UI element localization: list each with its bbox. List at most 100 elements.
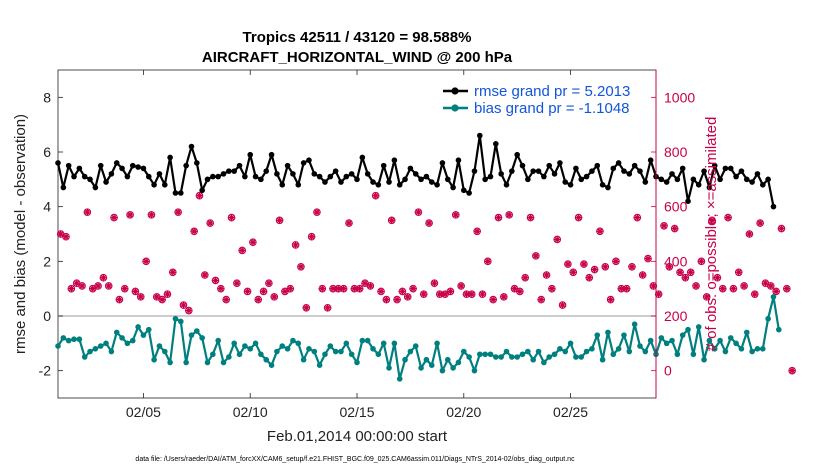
rmse-point [178, 190, 184, 196]
bias-point [332, 348, 339, 355]
bias-point [258, 351, 264, 358]
x-tick-label: 02/25 [553, 404, 588, 420]
bias-point [140, 332, 147, 338]
bias-point [589, 346, 595, 352]
assimilated-obs-point [564, 260, 572, 268]
rmse-point [631, 162, 638, 169]
rmse-point [258, 176, 264, 183]
rmse-point [156, 171, 163, 177]
assimilated-obs-point [478, 290, 487, 298]
rmse-point [711, 162, 718, 169]
assimilated-obs-point [473, 227, 481, 235]
assimilated-obs-point [281, 287, 289, 295]
rmse-point [290, 171, 296, 177]
bias-point [418, 365, 424, 371]
y2-tick-label: 800 [664, 144, 688, 160]
bias-point [161, 348, 168, 355]
rmse-point [220, 171, 227, 177]
rmse-point [87, 176, 93, 183]
rmse-point [375, 182, 382, 188]
rmse-point [418, 176, 424, 183]
bias-point [546, 354, 553, 360]
assimilated-obs-point [270, 293, 278, 301]
bias-point [327, 343, 334, 349]
bias-point [674, 351, 681, 358]
rmse-point [578, 176, 585, 183]
bias-point [695, 324, 702, 330]
bias-point [135, 324, 141, 330]
assimilated-obs-point [671, 224, 679, 233]
rmse-point [252, 173, 259, 180]
assimilated-obs-point [318, 285, 326, 293]
assimilated-obs-point [206, 219, 214, 227]
bias-point [60, 335, 67, 341]
assimilated-obs-point [211, 276, 220, 285]
bias-point [743, 329, 750, 336]
rmse-point [60, 184, 67, 191]
rmse-point [498, 171, 504, 177]
bias-point [498, 354, 504, 360]
bias-point [658, 335, 665, 341]
assimilated-obs-point [713, 274, 722, 282]
rmse-point [263, 168, 270, 174]
assimilated-obs-point [110, 214, 118, 222]
bias-point [477, 351, 483, 358]
assimilated-obs-point [719, 285, 727, 293]
bias-point [738, 346, 745, 352]
bias-point [471, 367, 478, 374]
assimilated-obs-point [446, 287, 455, 295]
y2-tick-label: 600 [664, 199, 688, 215]
bias-point [487, 351, 494, 358]
assimilated-obs-point [745, 230, 754, 238]
assimilated-obs-point [703, 293, 711, 301]
bias-point [669, 337, 675, 344]
bias-point [679, 332, 686, 338]
rmse-point [695, 182, 702, 188]
rmse-point [199, 187, 205, 194]
assimilated-obs-point [697, 257, 705, 265]
assimilated-obs-point [430, 279, 439, 287]
assimilated-obs-point [179, 301, 188, 309]
assimilated-obs-point [558, 301, 567, 309]
assimilated-obs-point [761, 279, 770, 287]
rmse-point [727, 165, 734, 172]
assimilated-obs-point [548, 285, 556, 293]
bias-point [178, 318, 184, 325]
bias-point [493, 354, 499, 360]
rmse-point [407, 165, 414, 172]
legend-rmse-label: rmse grand pr = 5.2013 [474, 83, 630, 100]
bias-point [525, 348, 531, 355]
bias-point [103, 340, 109, 347]
rmse-point [701, 168, 707, 174]
rmse-point [685, 198, 691, 204]
y-tick-label: 2 [43, 253, 51, 269]
rmse-point [370, 179, 376, 185]
legend-bias-label: bias grand pr = -1.1048 [474, 100, 630, 117]
rmse-point [610, 165, 617, 172]
rmse-point [145, 173, 152, 180]
assimilated-obs-point [580, 260, 588, 268]
assimilated-obs-point [665, 263, 673, 271]
bias-point [749, 348, 755, 355]
bias-point [215, 337, 221, 344]
bias-point [765, 315, 771, 322]
bias-point [754, 346, 761, 352]
bias-point [343, 340, 350, 347]
rmse-point [386, 179, 392, 185]
assimilated-obs-point [644, 255, 652, 263]
assimilated-obs-point [510, 285, 519, 293]
bias-point [578, 354, 585, 360]
rmse-point [140, 165, 147, 172]
assimilated-obs-point [153, 293, 161, 301]
bias-point [263, 356, 270, 363]
rmse-point [359, 154, 366, 161]
assimilated-obs-point [735, 268, 743, 276]
bias-point [460, 348, 467, 355]
bias-point [647, 337, 654, 344]
assimilated-obs-point [275, 216, 284, 224]
assimilated-obs-point [676, 268, 684, 276]
rmse-point [749, 179, 755, 185]
assimilated-obs-point [767, 282, 775, 290]
plot-area [57, 69, 657, 399]
bias-point [503, 348, 510, 355]
